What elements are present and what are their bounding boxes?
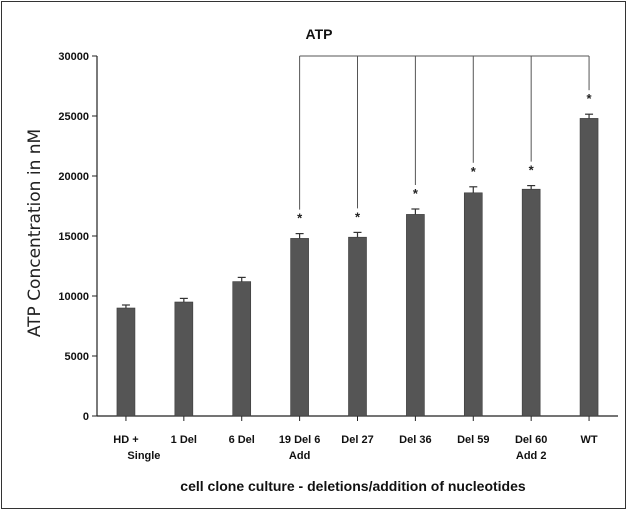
bar [174, 301, 194, 417]
bars-group: * * * * * * [116, 91, 599, 417]
significance-marker: * [297, 211, 303, 226]
x-axis-label: cell clone culture - deletions/addition … [180, 478, 526, 494]
y-tick-label: 20000 [58, 171, 89, 183]
x-tick-label: Add 2 [516, 450, 547, 462]
significance-bracket [299, 55, 590, 210]
x-tick-label: WT [581, 434, 598, 446]
x-tick-label: 19 Del 6 [279, 434, 321, 446]
significance-marker: * [471, 164, 477, 179]
significance-marker: * [587, 91, 593, 106]
bar [232, 281, 252, 417]
y-tick-labels: 0 5000 10000 15000 20000 25000 30000 [58, 51, 89, 423]
y-tick-label: 0 [83, 411, 89, 423]
chart-title: ATP [306, 26, 333, 42]
x-tick-label: 6 Del [229, 434, 255, 446]
bar [406, 214, 425, 417]
y-tick-label: 30000 [58, 51, 89, 63]
bar [290, 238, 309, 417]
x-tick-labels: HD + Single 1 Del 6 Del 19 Del 6 Add Del 27 Del… [113, 434, 598, 462]
y-axis-label: ATP Concentration in nM [25, 129, 45, 337]
y-tick-label: 15000 [58, 231, 89, 243]
x-tick-label: Del 59 [457, 434, 489, 446]
significance-marker: * [355, 209, 361, 224]
x-tick-label: 1 Del [171, 434, 197, 446]
bar [521, 188, 541, 417]
bar [463, 192, 483, 417]
x-tick-label: Del 60 [515, 434, 547, 446]
bar [348, 236, 367, 417]
x-tick-label: Single [127, 450, 160, 462]
x-tick-label: Del 36 [399, 434, 431, 446]
y-tick-label: 10000 [58, 291, 89, 303]
x-tick-label: Del 27 [341, 434, 373, 446]
significance-marker: * [413, 186, 419, 201]
significance-marker: * [529, 163, 535, 178]
y-tick-label: 5000 [65, 351, 89, 363]
bar [579, 118, 599, 417]
y-tick-label: 25000 [58, 111, 89, 123]
bar [116, 307, 136, 417]
x-tick-label: HD + [113, 434, 138, 446]
x-tick-label: Add [289, 450, 310, 462]
